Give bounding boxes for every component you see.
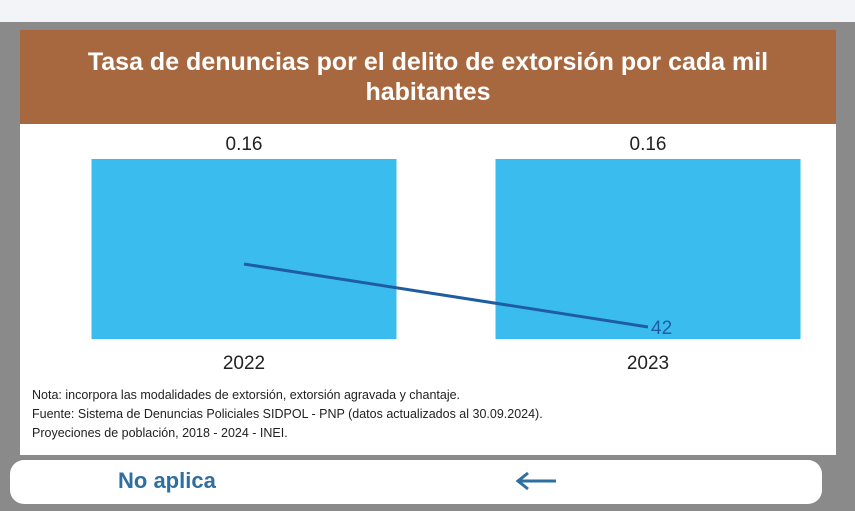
no-aplica-label: No aplica [118, 468, 216, 493]
chart-notes: Nota: incorpora las modalidades de extor… [32, 386, 832, 443]
note-text: Nota: incorpora las modalidades de extor… [32, 388, 461, 402]
bar-value-label-2023: 0.16 [630, 134, 667, 155]
line-value-label-2023: 42 [651, 318, 672, 339]
source-text: Fuente: Sistema de Denuncias Policiales … [32, 407, 543, 421]
bar-chart: 0.16 2022 0.16 2023 42 [91, 134, 801, 374]
bar-value-label-2022: 0.16 [226, 134, 263, 155]
bar-2022 [91, 159, 397, 339]
line-series [243, 262, 649, 329]
bar-2023 [495, 159, 801, 339]
projection-text: Proyeciones de población, 2018 - 2024 - … [32, 426, 288, 440]
chart-title: Tasa de denuncias por el delito de extor… [87, 48, 769, 106]
x-tick-label-2022: 2022 [223, 353, 265, 374]
arrow-left-icon[interactable] [512, 466, 558, 496]
top-bar [0, 0, 855, 22]
chart-card: Tasa de denuncias por el delito de extor… [20, 30, 836, 455]
chart-title-bar: Tasa de denuncias por el delito de extor… [20, 30, 836, 124]
footer-bar[interactable]: No aplica [10, 460, 822, 504]
x-tick-label-2023: 2023 [627, 353, 669, 374]
